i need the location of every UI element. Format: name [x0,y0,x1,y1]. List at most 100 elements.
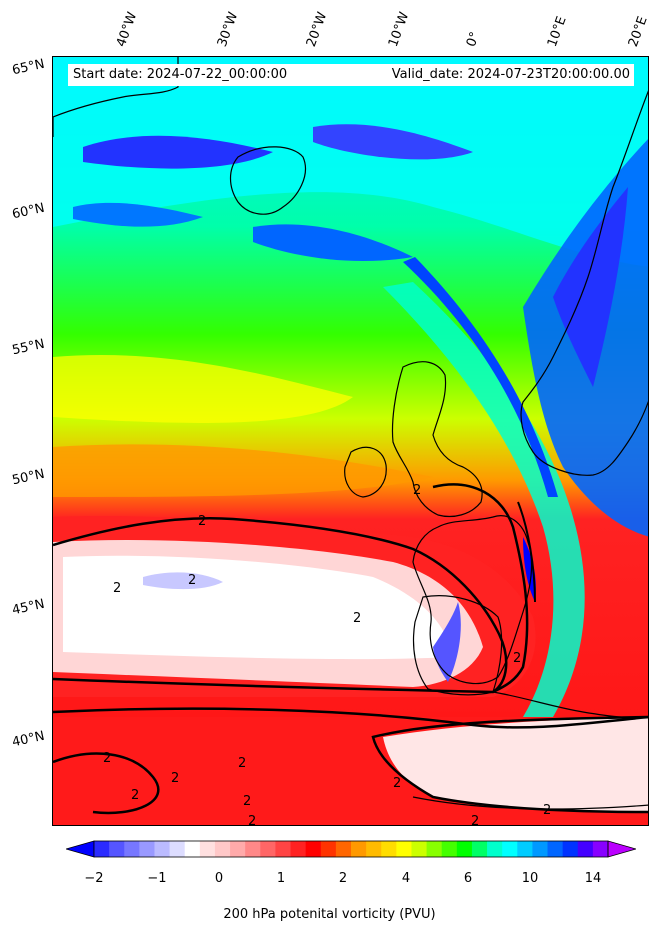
lon-label-20e: 20°E [625,14,651,50]
colorbar-segment [245,841,261,857]
coast-greenland [53,57,179,137]
coast-iceland [229,146,306,215]
colorbar-segment [456,841,473,857]
pv-contour-south-3 [371,715,648,814]
colorbar-segment [577,841,594,857]
colorbar-segment [94,841,110,857]
lon-label-20w: 20°W [303,10,331,49]
contour-label-10: 2 [131,788,139,803]
map-panel: 2 2 2 2 2 2 2 2 2 2 2 2 2 2 2 [52,56,649,826]
field-blue-north-4 [253,224,413,262]
colorbar-segment [532,841,549,857]
colorbar-segment [335,841,352,857]
contour-label-11: 2 [243,794,251,809]
coast-ireland [344,446,387,498]
colorbar-tick-label: −1 [147,871,167,886]
field-blue-north-2 [313,124,473,160]
colorbar-segment [441,841,458,857]
contour-label-15: 2 [471,814,479,826]
colorbar-segment [169,841,186,857]
colorbar-segment [139,841,155,857]
field-orange-band [53,444,433,497]
colorbar-outline [93,840,609,858]
field-jet-band-outer [383,282,585,717]
colorbar-tick-label: 0 [214,871,224,886]
field-blue-north-3 [73,202,203,227]
pv-contour-north [53,516,508,694]
colorbar-segment [366,841,382,857]
colorbar-segment [214,841,231,857]
coast-africa [412,796,648,810]
colorbar-segment [426,841,443,857]
contour-label-6: 2 [513,651,521,666]
field-blue-north-1 [83,135,273,169]
coast-british-isles [391,361,483,518]
colorbar-segment [320,841,337,857]
contour-label-2: 2 [413,483,421,498]
colorbar-segment [199,841,216,857]
colorbar-segment [471,841,488,857]
start-date-text: Start date: 2024-07-22_00:00:00 [73,67,288,82]
colorbar-segment [396,841,412,857]
field-yellow-band [53,355,353,423]
colorbar-segment [275,841,292,857]
colorbar-segment [351,841,367,857]
coast-france [412,515,533,685]
field-south-white [383,717,648,812]
colorbar-segment [109,841,125,857]
contour-label-4: 2 [113,581,121,596]
contour-label-9: 2 [171,771,179,786]
lon-label-10w: 10°W [385,10,413,49]
colorbar-extend-max [607,840,636,858]
colorbar-segment [592,841,609,857]
lon-label-40w: 40°W [113,10,141,49]
field-lightblue-patch-2 [433,602,461,682]
colorbar-segment [517,841,533,857]
contour-label-3: 2 [188,573,196,588]
lat-label-40n: 40°N [10,728,46,751]
pv-map: 2 2 2 2 2 2 2 2 2 2 2 2 2 2 2 [53,57,648,826]
lon-label-0: 0° [463,29,484,49]
colorbar-tick-label: 6 [463,871,473,886]
field-darkblue-norway [553,187,628,387]
contour-label-8: 2 [103,751,111,766]
colorbar-segment [562,841,579,857]
colorbar-segment [547,841,564,857]
colorbar-segment [154,841,171,857]
colorbar-tick-label: 1 [276,871,286,886]
lon-label-30w: 30°W [214,10,242,49]
colorbar-extend-min [66,840,95,858]
pv-contour-south-2 [53,752,160,815]
field-lightblue-patch-1 [143,572,223,590]
colorbar-segment [381,841,397,857]
colorbar [66,840,636,858]
colorbar-tick-label: 2 [338,871,348,886]
contour-label-7: 2 [238,756,246,771]
coast-norway [520,90,648,476]
colorbar-segment [260,841,276,857]
coast-mediterranean [492,691,648,719]
field-jet-band-inner [403,257,558,497]
lat-label-65n: 65°N [10,56,46,79]
field-cyan-north [53,57,648,267]
date-info-box: Start date: 2024-07-22_00:00:00 Valid_da… [68,64,634,86]
colorbar-segment [230,841,246,857]
colorbar-label: 200 hPa potenital vorticity (PVU) [223,907,436,922]
colorbar-tick-label: 10 [521,871,539,886]
contour-label-5: 2 [353,611,361,626]
contour-label-1: 2 [198,514,206,529]
colorbar-tick-label: −2 [84,871,104,886]
lat-label-45n: 45°N [10,596,46,619]
lat-label-60n: 60°N [10,200,46,223]
colorbar-segment [290,841,307,857]
colorbar-tick-label: 14 [584,871,602,886]
lon-label-10e: 10°E [544,14,570,50]
contour-label-12: 2 [393,776,401,791]
colorbar-segment [184,841,201,857]
colorbar-segment [502,841,518,857]
colorbar-segment [124,841,140,857]
colorbar-segment [487,841,503,857]
pv-contour-south-1 [53,707,648,729]
colorbar-tick-label: 4 [401,871,411,886]
field-blue-patch-3 [523,537,536,602]
